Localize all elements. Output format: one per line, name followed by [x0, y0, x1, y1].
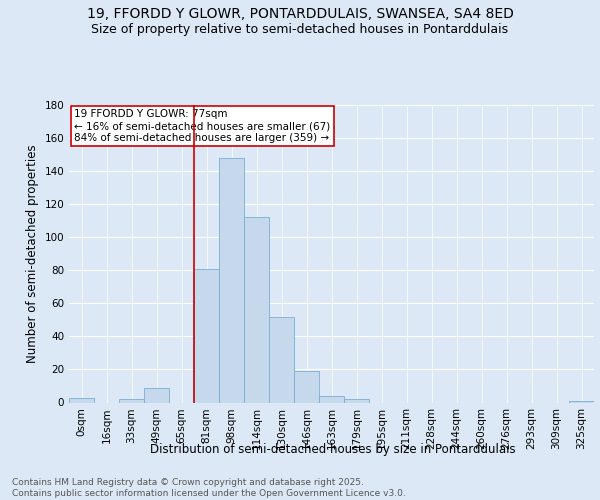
Text: 19 FFORDD Y GLOWR: 77sqm
← 16% of semi-detached houses are smaller (67)
84% of s: 19 FFORDD Y GLOWR: 77sqm ← 16% of semi-d… [74, 110, 331, 142]
Text: Size of property relative to semi-detached houses in Pontarddulais: Size of property relative to semi-detach… [91, 22, 509, 36]
Bar [69, 398, 94, 402]
Bar [344, 399, 369, 402]
Bar [119, 399, 144, 402]
Bar [319, 396, 344, 402]
Text: Distribution of semi-detached houses by size in Pontarddulais: Distribution of semi-detached houses by … [150, 442, 516, 456]
Bar [569, 401, 594, 402]
Text: Contains HM Land Registry data © Crown copyright and database right 2025.
Contai: Contains HM Land Registry data © Crown c… [12, 478, 406, 498]
Bar [294, 371, 319, 402]
Text: 19, FFORDD Y GLOWR, PONTARDDULAIS, SWANSEA, SA4 8ED: 19, FFORDD Y GLOWR, PONTARDDULAIS, SWANS… [86, 8, 514, 22]
Bar [144, 388, 169, 402]
Bar [269, 316, 294, 402]
Bar [194, 268, 219, 402]
Bar [219, 158, 244, 402]
Bar [244, 218, 269, 402]
Y-axis label: Number of semi-detached properties: Number of semi-detached properties [26, 144, 39, 363]
